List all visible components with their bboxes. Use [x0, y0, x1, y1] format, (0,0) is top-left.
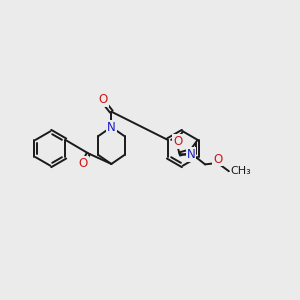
Text: N: N: [187, 148, 195, 161]
Text: N: N: [107, 121, 116, 134]
Text: CH₃: CH₃: [230, 166, 251, 176]
Text: O: O: [173, 135, 182, 148]
Text: O: O: [79, 157, 88, 170]
Text: O: O: [98, 93, 108, 106]
Text: O: O: [213, 152, 222, 166]
